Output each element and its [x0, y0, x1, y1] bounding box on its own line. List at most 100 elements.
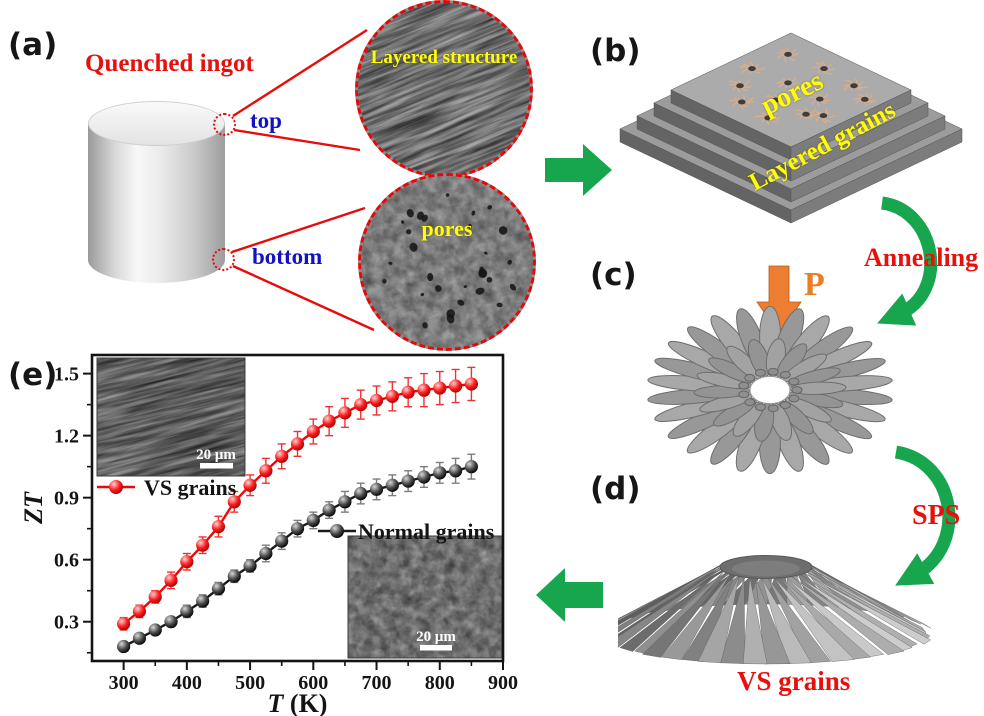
layered-stack-illustration	[619, 32, 963, 224]
pore-dot	[509, 283, 517, 291]
y-tick-label: 1.5	[54, 364, 79, 386]
data-point	[385, 478, 399, 492]
pore-dot	[475, 287, 485, 295]
x-tick-label: 500	[235, 672, 265, 694]
x-tick-label: 400	[172, 672, 202, 694]
layered-structure-label: Layered structure	[370, 47, 518, 68]
scale-label: 20 μm	[416, 629, 456, 645]
data-point	[275, 534, 289, 548]
data-point	[164, 573, 178, 587]
zt-chart: 20 μm 20 μm 300 400 500 600 700 800 900 0.3 0.6 0.9…	[19, 353, 518, 716]
data-point	[306, 513, 320, 528]
scale-bar	[200, 463, 233, 469]
data-point	[464, 460, 478, 474]
ingot-cylinder-body	[88, 123, 225, 283]
y-axis-label: ZT	[19, 491, 48, 525]
data-point	[448, 464, 463, 478]
sem-inset-bottom-circle: pores	[358, 173, 536, 351]
data-point	[259, 546, 273, 561]
panel-e-tag: (e)	[8, 357, 58, 393]
sps-arrow-icon	[894, 445, 956, 586]
data-point	[354, 398, 368, 412]
data-point	[322, 503, 336, 517]
y-tick-label: 1.2	[54, 426, 79, 448]
data-point	[227, 495, 241, 509]
series-vs-grains	[117, 366, 478, 631]
data-point	[196, 538, 210, 552]
cone-structure-illustration	[618, 555, 932, 665]
sem-inset-bottom-image	[361, 176, 533, 348]
data-point	[338, 495, 352, 509]
pore-dot	[427, 272, 434, 282]
data-point	[354, 486, 368, 501]
data-point	[243, 559, 257, 573]
data-point	[164, 615, 178, 629]
vs-grains-label: VS grains	[737, 666, 851, 696]
svg-text:VS grains: VS grains	[144, 475, 237, 500]
y-tick-label: 0.6	[54, 550, 79, 572]
data-point	[290, 522, 305, 536]
pore-dot	[388, 261, 393, 265]
data-point	[180, 604, 194, 618]
data-point	[464, 377, 478, 391]
pore-dot	[445, 193, 450, 197]
sps-label: SPS	[912, 500, 961, 531]
x-tick-label: 800	[425, 672, 455, 694]
pore-dot	[405, 229, 412, 235]
flower-structure-illustration	[640, 298, 900, 488]
panel-d-tag: (d)	[590, 471, 641, 507]
pore-dot	[457, 299, 465, 306]
data-point	[448, 379, 463, 393]
series-normal-grains	[117, 453, 478, 654]
pore-dot	[487, 205, 493, 210]
pore-spiders	[728, 47, 877, 125]
pore-dot	[463, 285, 468, 289]
pore-dot	[382, 279, 387, 284]
data-point	[290, 437, 305, 451]
bottom-label: bottom	[252, 244, 323, 269]
y-tick-label: 0.3	[54, 612, 79, 634]
data-point	[433, 466, 447, 480]
data-point	[132, 631, 147, 645]
pore-dot	[406, 209, 414, 218]
data-point	[117, 639, 131, 654]
pore-dot	[479, 266, 485, 274]
data-point	[369, 482, 384, 496]
data-point	[132, 604, 147, 618]
pore-dot	[446, 313, 455, 324]
data-point	[259, 464, 273, 478]
pore-dot	[507, 259, 513, 265]
annealing-label: Annealing	[864, 243, 979, 272]
data-point	[369, 393, 384, 408]
quenched-ingot-title: Quenched ingot	[85, 50, 254, 77]
data-point	[243, 478, 257, 492]
arrow-right-icon	[545, 144, 612, 196]
data-point	[275, 449, 289, 463]
sem-inset-top-image	[358, 3, 530, 175]
pore-dot	[400, 220, 405, 224]
data-point	[148, 590, 162, 604]
data-point	[401, 474, 415, 488]
x-tick-label: 600	[298, 672, 328, 694]
sample-marker-bottom	[212, 248, 235, 271]
x-axis-label: T (K)	[268, 689, 328, 716]
pores-inset-label: pores	[421, 216, 473, 241]
pore-dot	[435, 285, 442, 292]
data-point	[196, 594, 210, 608]
magnification-lines	[231, 28, 375, 332]
scale-bar	[420, 645, 452, 651]
y-tick-label: 0.9	[54, 488, 79, 510]
data-point	[401, 385, 415, 399]
pressure-label: P	[804, 266, 825, 303]
pore-dot	[486, 277, 493, 283]
pore-dot	[409, 242, 418, 252]
data-point	[227, 569, 241, 583]
line-top-to-inset-1	[232, 28, 368, 118]
pore-dot	[422, 322, 428, 329]
inset-bottom-right-sem: 20 μm	[348, 536, 502, 658]
chart-frame	[90, 353, 505, 663]
data-point	[148, 623, 162, 637]
top-label: top	[250, 108, 282, 133]
pore-dot	[498, 226, 508, 235]
